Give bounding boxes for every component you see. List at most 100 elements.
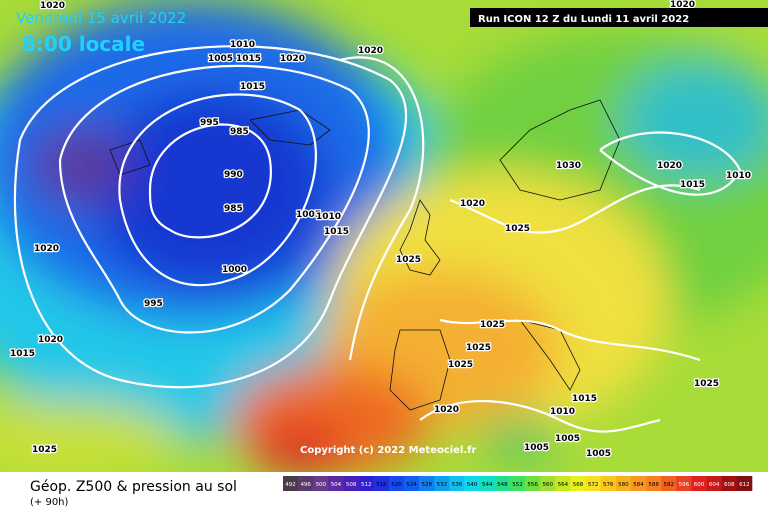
legend-swatch	[419, 476, 435, 491]
legend-label: 596	[679, 482, 690, 488]
legend-swatch	[525, 476, 541, 491]
legend-label: 496	[300, 482, 311, 488]
isobar-label: 1005	[208, 54, 233, 64]
footer-title: Géop. Z500 & pression au sol	[30, 479, 237, 495]
legend-label: 568	[573, 482, 584, 488]
legend-label: 528	[421, 482, 432, 488]
isobar-label: 1025	[694, 379, 719, 389]
isobar-label: 1000	[222, 265, 247, 275]
legend-label: 580	[618, 482, 629, 488]
isobar-label: 1010	[550, 407, 575, 417]
isobar-label: 1020	[40, 1, 65, 11]
legend-swatch	[509, 476, 526, 491]
legend-label: 560	[543, 482, 554, 488]
legend-label: 512	[361, 482, 372, 488]
legend-swatch	[313, 476, 329, 491]
isobar-label: 1020	[657, 161, 682, 171]
legend-swatch	[449, 476, 465, 491]
isobar-label: 985	[230, 127, 249, 137]
isobars	[13, 45, 742, 433]
legend-swatch	[615, 476, 632, 491]
legend-swatch	[661, 476, 677, 491]
isobar-label: 1025	[396, 255, 421, 265]
isobar-label: 1020	[460, 199, 485, 209]
isobar-label: 1020	[670, 0, 695, 10]
isobar-label: 1020	[358, 46, 383, 56]
legend-swatch	[479, 476, 496, 491]
legend-label: 608	[724, 482, 735, 488]
isobar-label: 1025	[448, 360, 473, 370]
legend-swatch	[388, 476, 405, 491]
date: Vendredi 15 avril 2022	[16, 9, 186, 27]
isobar-label: 1005	[524, 443, 549, 453]
isobar-label: 1030	[556, 161, 581, 171]
legend-label: 516	[376, 482, 387, 488]
isobar-label: 1010	[316, 212, 341, 222]
legend-label: 544	[482, 482, 493, 488]
legend-swatch	[691, 476, 707, 491]
legend-label: 576	[603, 482, 614, 488]
isobar-label: 1010	[230, 40, 255, 50]
legend-label: 612	[739, 482, 750, 488]
coastlines	[109, 99, 621, 411]
isobar-label: 1020	[280, 54, 305, 64]
legend-swatch	[494, 476, 511, 491]
isobar-label: 1005	[555, 434, 580, 444]
legend-label: 540	[467, 482, 478, 488]
legend-label: 592	[664, 482, 675, 488]
legend-label: 584	[633, 482, 644, 488]
field	[0, 0, 768, 480]
legend-swatch	[298, 476, 314, 491]
isobar-label: 1025	[505, 224, 530, 234]
legend-label: 604	[709, 482, 720, 488]
legend-label: 552	[512, 482, 523, 488]
legend-label: 548	[497, 482, 508, 488]
isobar-label: 1005	[296, 210, 321, 220]
legend-label: 524	[406, 482, 417, 488]
isobar-label: 1015	[240, 82, 265, 92]
isobar-label: 1025	[466, 343, 491, 353]
legend-label: 588	[648, 482, 659, 488]
legend-swatch	[600, 476, 617, 491]
legend-swatch	[328, 476, 344, 491]
legend-label: 536	[452, 482, 463, 488]
isobar-label: 995	[200, 118, 219, 128]
legend-swatch	[646, 476, 662, 491]
legend-swatch	[555, 476, 571, 491]
isobar-label: 1020	[34, 244, 59, 254]
legend-swatch	[585, 476, 602, 491]
legend-swatch	[283, 476, 299, 491]
legend-swatch	[343, 476, 359, 491]
isobar-label: 1015	[572, 394, 597, 404]
isobar-label: 995	[144, 299, 163, 309]
legend-swatch	[464, 476, 480, 491]
isobar-label: 1025	[480, 320, 505, 330]
legend-swatch	[736, 476, 753, 491]
legend-swatch	[570, 476, 586, 491]
legend-swatch	[706, 476, 723, 491]
isobar-label: 1010	[726, 171, 751, 181]
isobar-label: 1025	[32, 445, 57, 455]
legend-swatch	[630, 476, 647, 491]
legend-label: 504	[331, 482, 342, 488]
legend-swatch	[721, 476, 738, 491]
legend-swatch	[404, 476, 420, 491]
isobar-label: 1015	[236, 54, 261, 64]
legend-label: 564	[558, 482, 569, 488]
isobar-label: 1020	[434, 405, 459, 415]
legend-label: 556	[527, 482, 538, 488]
footer-lead: (+ 90h)	[30, 497, 69, 508]
legend-label: 532	[437, 482, 448, 488]
isobar-label: 1005	[586, 449, 611, 459]
legend-swatch	[434, 476, 450, 491]
isobar-label: 1015	[324, 227, 349, 237]
run: Run ICON 12 Z du Lundi 11 avril 2022	[478, 14, 689, 25]
isobar-label: 1020	[38, 335, 63, 345]
time: 8:00 locale	[22, 32, 145, 56]
legend-label: 492	[285, 482, 296, 488]
legend-label: 520	[391, 482, 402, 488]
legend-label: 500	[316, 482, 327, 488]
run-box	[470, 8, 768, 27]
legend-swatch	[373, 476, 390, 491]
